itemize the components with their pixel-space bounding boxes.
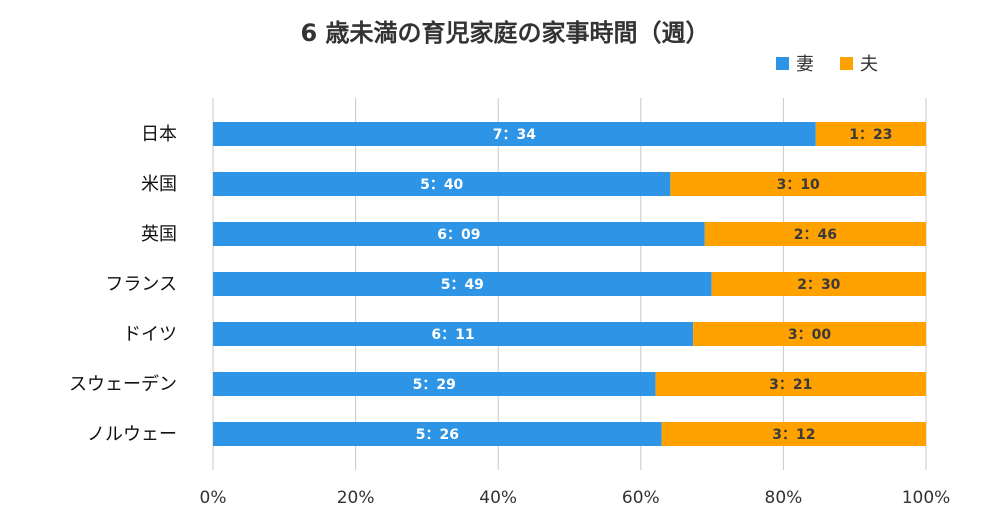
bar-label-wife: 6：09	[437, 227, 480, 243]
bar-husband	[655, 372, 926, 396]
bar-husband	[711, 272, 926, 296]
legend-label-husband: 夫	[860, 54, 878, 75]
bar-wife	[213, 372, 656, 396]
bar-label-husband: 3：12	[772, 427, 815, 443]
category-label: ドイツ	[123, 324, 177, 345]
chart-title: 6 歳未満の育児家庭の家事時間（週）	[300, 19, 709, 47]
bar-wife	[213, 222, 705, 246]
category-label: 英国	[141, 224, 177, 245]
category-label: 日本	[141, 124, 177, 145]
bar-label-husband: 3：00	[788, 327, 831, 343]
legend-label-wife: 妻	[796, 54, 814, 75]
x-tick-label: 0%	[200, 488, 227, 508]
category-label: 米国	[141, 174, 177, 195]
bar-husband	[815, 122, 926, 146]
bar-label-wife: 6：11	[431, 327, 474, 343]
bar-label-husband: 2：30	[797, 277, 840, 293]
x-tick-label: 20%	[337, 488, 375, 508]
bar-husband	[704, 222, 926, 246]
x-tick-label: 80%	[765, 488, 803, 508]
bar-wife	[213, 272, 712, 296]
x-tick-label: 40%	[479, 488, 517, 508]
bar-wife	[213, 122, 816, 146]
bar-label-husband: 3：21	[769, 377, 812, 393]
bar-label-husband: 1：23	[849, 127, 892, 143]
bar-husband	[670, 172, 926, 196]
bar-husband	[693, 322, 926, 346]
legend: 妻 夫	[776, 54, 878, 75]
bar-label-husband: 3：10	[777, 177, 820, 193]
bar-label-wife: 5：49	[441, 277, 484, 293]
category-label: スウェーデン	[69, 374, 177, 395]
category-label: ノルウェー	[87, 424, 177, 445]
bar-label-wife: 5：40	[420, 177, 463, 193]
bar-husband	[661, 422, 926, 446]
plot-area: 0% 20% 40% 60% 80% 100% 日本 7：34 1：23 米国 5：40 3：10 英国…	[69, 98, 950, 508]
category-label: フランス	[105, 274, 177, 295]
x-tick-label: 100%	[902, 488, 951, 508]
bar-wife	[213, 422, 662, 446]
bar-label-wife: 5：26	[416, 427, 459, 443]
legend-swatch-husband	[840, 57, 853, 70]
bar-label-wife: 5：29	[413, 377, 456, 393]
bar-wife	[213, 172, 671, 196]
bar-wife	[213, 322, 694, 346]
legend-swatch-wife	[776, 57, 789, 70]
bar-label-wife: 7：34	[493, 127, 536, 143]
bar-label-husband: 2：46	[794, 227, 837, 243]
x-tick-label: 60%	[622, 488, 660, 508]
